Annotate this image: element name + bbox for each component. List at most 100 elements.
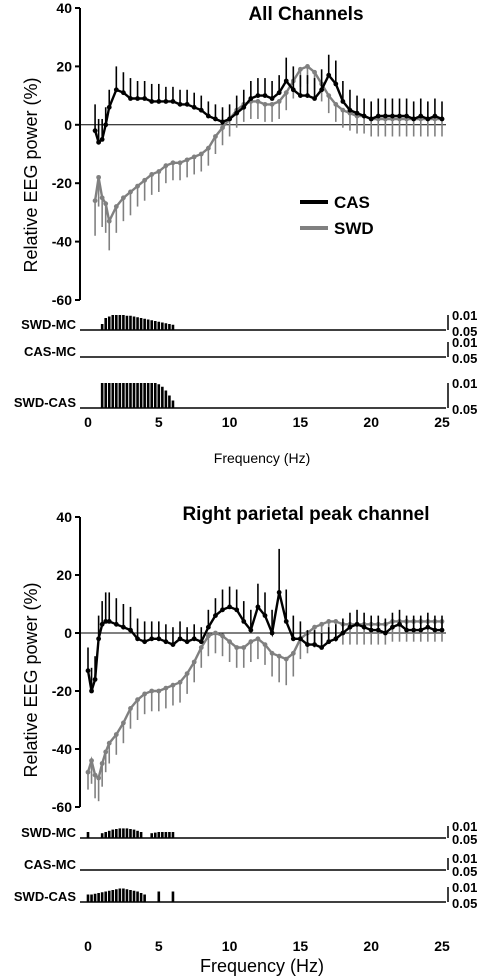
cas-mc-row-label: CAS-MC xyxy=(24,344,77,359)
cas-point xyxy=(177,636,183,642)
cas-point xyxy=(326,72,332,78)
cas-point xyxy=(149,636,155,642)
swd-cas-significance-bar xyxy=(107,890,111,902)
swd-mc-significance-bar xyxy=(132,316,136,330)
cas-point xyxy=(375,627,381,633)
cas-point xyxy=(241,104,247,110)
y-tick-label: -60 xyxy=(52,292,72,308)
swd-point xyxy=(283,656,289,662)
swd-mc-significance-bar xyxy=(136,317,139,330)
cas-point xyxy=(255,604,261,610)
cas-point xyxy=(368,627,374,633)
swd-cas-significance-bar xyxy=(143,383,146,408)
swd-point xyxy=(128,706,133,711)
cas-series-line xyxy=(93,72,443,145)
cas-point xyxy=(298,636,303,642)
swd-mc-significance-bar xyxy=(143,318,146,330)
swd-mc-row-label: SWD-MC xyxy=(21,317,76,332)
cas-point xyxy=(142,639,148,645)
swd-point xyxy=(319,621,325,627)
cas-point xyxy=(432,627,438,633)
cas-point xyxy=(227,604,233,610)
swd-mc-significance-bar xyxy=(115,829,118,838)
swd-mc-significance-bar xyxy=(122,828,125,838)
swd-point xyxy=(198,645,204,650)
swd-cas-significance-bar xyxy=(139,893,143,902)
panel-a-ylabel: Relative EEG power (%) xyxy=(21,77,41,272)
swd-series-line xyxy=(93,65,442,225)
y-tick-label: 0 xyxy=(64,117,72,133)
swd-point xyxy=(113,732,119,737)
swd-point xyxy=(191,659,197,665)
swd-cas-significance-bar xyxy=(136,383,139,408)
swd-cas-significance-bar xyxy=(107,383,111,408)
cas-point xyxy=(248,627,254,633)
swd-point xyxy=(103,749,109,755)
swd-mc-significance-bar xyxy=(157,321,161,330)
y-tick-label: 40 xyxy=(56,0,72,16)
swd-point xyxy=(96,174,102,180)
cas-point xyxy=(103,122,109,128)
y-tick-label: 40 xyxy=(56,509,72,525)
x-tick-label: 10 xyxy=(222,938,238,954)
cas-point xyxy=(184,101,190,107)
swd-mc-significance-bar xyxy=(100,324,104,330)
swd-mc-significance-bar xyxy=(125,828,129,838)
cas-point xyxy=(354,110,360,116)
swd-point xyxy=(113,204,119,209)
cas-mc-pscale-label: 0.01 xyxy=(452,851,477,866)
legend-cas-label: CAS xyxy=(334,193,370,212)
cas-point xyxy=(340,99,346,104)
cas-point xyxy=(361,113,367,119)
swd-point xyxy=(156,688,162,694)
swd-point xyxy=(92,772,98,778)
swd-cas-pscale-label: 0.05 xyxy=(452,896,477,911)
cas-point xyxy=(227,116,233,122)
swd-point xyxy=(103,201,109,207)
cas-point xyxy=(170,642,176,647)
swd-cas-significance-bar xyxy=(136,891,139,902)
cas-mc-row-label: CAS-MC xyxy=(24,857,77,872)
cas-point xyxy=(397,113,402,119)
swd-cas-significance-bar xyxy=(157,384,161,408)
legend: CAS SWD xyxy=(300,193,374,238)
swd-cas-significance-bar xyxy=(97,893,100,902)
swd-point xyxy=(96,775,102,781)
swd-mc-significance-bar xyxy=(104,318,107,330)
swd-cas-significance-bar xyxy=(153,383,157,408)
swd-point xyxy=(121,195,126,201)
swd-point xyxy=(142,177,148,183)
y-tick-label: -60 xyxy=(52,799,72,815)
swd-cas-significance-bar xyxy=(115,383,118,408)
swd-point xyxy=(262,101,268,107)
swd-cas-significance-bar xyxy=(132,890,136,902)
cas-point xyxy=(128,627,133,633)
swd-mc-significance-bar xyxy=(107,316,111,330)
swd-cas-significance-bar xyxy=(157,891,161,902)
swd-point xyxy=(121,720,126,726)
x-tick-label: 10 xyxy=(222,414,238,430)
cas-point xyxy=(121,624,126,630)
swd-mc-significance-bar xyxy=(171,832,175,838)
cas-point xyxy=(205,113,211,119)
swd-point xyxy=(276,99,282,104)
swd-mc-significance-bar xyxy=(111,315,115,330)
swd-point xyxy=(89,758,94,763)
cas-point xyxy=(262,93,268,98)
swd-mc-significance-bar xyxy=(125,315,129,330)
swd-cas-significance-bar xyxy=(118,888,122,902)
cas-point xyxy=(128,96,133,101)
swd-point xyxy=(269,101,275,107)
swd-point xyxy=(213,630,218,636)
swd-cas-significance-bar xyxy=(104,383,107,408)
x-tick-label: 20 xyxy=(363,414,379,430)
cas-point xyxy=(368,116,374,122)
cas-point xyxy=(99,621,105,627)
swd-cas-row-label: SWD-CAS xyxy=(14,889,76,904)
cas-point xyxy=(191,104,197,110)
swd-point xyxy=(156,169,162,174)
x-tick-label: 20 xyxy=(363,938,379,954)
swd-mc-pscale-label: 0.05 xyxy=(452,324,477,339)
swd-mc-significance-bar xyxy=(168,324,171,330)
cas-point xyxy=(425,624,431,630)
